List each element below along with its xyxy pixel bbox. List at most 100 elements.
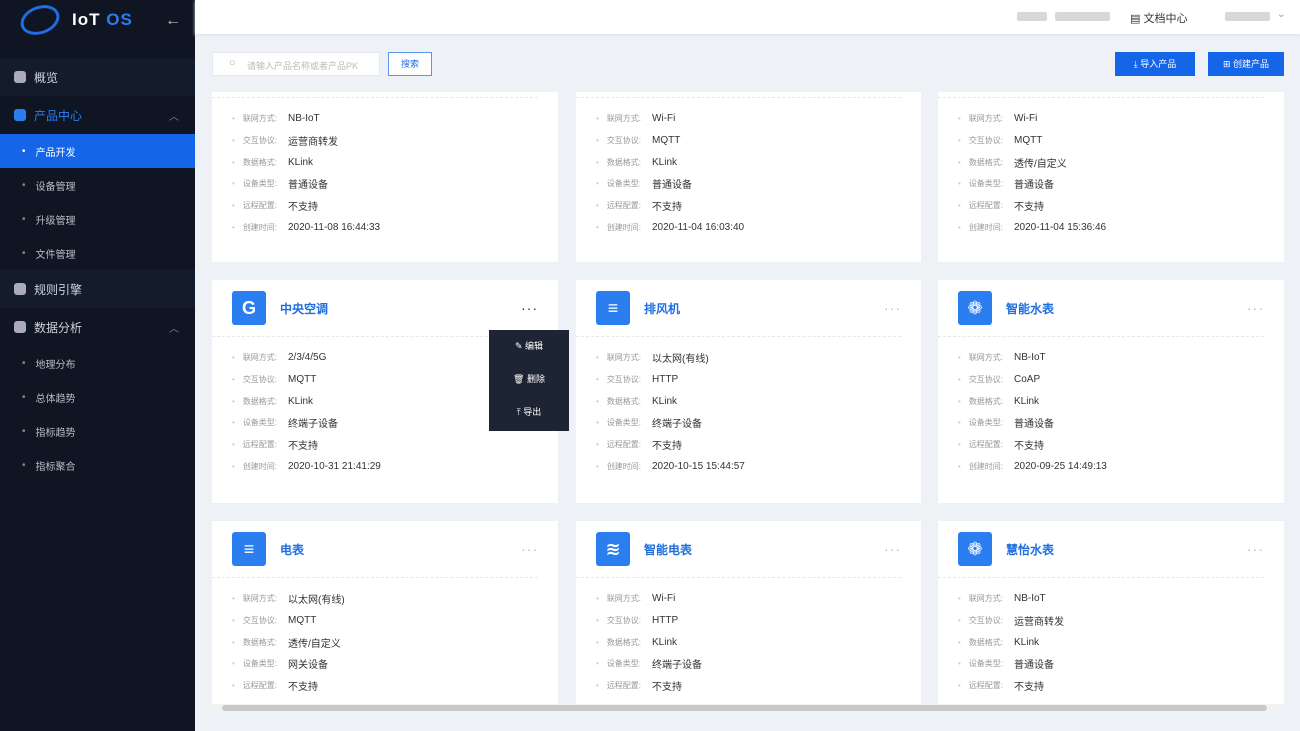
apps-icon — [14, 109, 26, 121]
product-card[interactable]: 联网方式:NB-IoT交互协议:运营商转发数据格式:KLink设备类型:普通设备… — [212, 92, 558, 262]
search-input[interactable]: 请输入产品名称或者产品PK — [212, 52, 380, 76]
product-card[interactable]: ❁智能水表···联网方式:NB-IoT交互协议:CoAP数据格式:KLink设备… — [938, 280, 1284, 503]
import-product-button[interactable]: ⤓ 导入产品 — [1115, 52, 1195, 76]
attribute-label: 远程配置: — [958, 439, 1014, 450]
product-card[interactable]: 联网方式:Wi-Fi交互协议:MQTT数据格式:透传/自定义设备类型:普通设备远… — [938, 92, 1284, 262]
product-name[interactable]: 电表 — [280, 542, 305, 557]
pie-chart-icon — [14, 71, 26, 83]
attribute-label: 远程配置: — [232, 680, 288, 691]
more-icon[interactable]: ··· — [1247, 541, 1264, 557]
attribute-label: 远程配置: — [596, 439, 652, 450]
attribute-value: 不支持 — [652, 441, 682, 453]
attribute-value: KLink — [1014, 636, 1040, 648]
docs-link[interactable]: ▤ 文档中心 — [1130, 13, 1188, 25]
attribute-label: 设备类型: — [596, 178, 652, 189]
attribute-label: 创建时间: — [232, 461, 288, 472]
product-name[interactable]: 中央空调 — [280, 301, 329, 316]
product-card[interactable]: 联网方式:Wi-Fi交互协议:MQTT数据格式:KLink设备类型:普通设备远程… — [576, 92, 921, 262]
sidebar-item-label: 总体趋势 — [35, 393, 76, 405]
attribute-value: 普通设备 — [652, 180, 692, 192]
create-product-button[interactable]: ⊞ 创建产品 — [1208, 52, 1284, 76]
attribute-label: 数据格式: — [232, 157, 288, 168]
scrollbar-thumb[interactable] — [222, 705, 1267, 711]
product-attribute: 设备类型:普通设备 — [232, 173, 328, 195]
product-attribute: 数据格式:KLink — [232, 390, 313, 412]
sidebar-item[interactable]: 升级管理 — [0, 202, 195, 236]
logo-text-os: OS — [106, 10, 133, 29]
product-name[interactable]: 慧怡水表 — [1006, 542, 1055, 557]
sidebar-item[interactable]: 产品开发 — [0, 134, 195, 168]
product-card[interactable]: ≋智能电表···联网方式:Wi-Fi交互协议:HTTP数据格式:KLink设备类… — [576, 521, 921, 711]
search-button[interactable]: 搜索 — [388, 52, 432, 76]
more-icon[interactable]: ··· — [884, 541, 901, 557]
product-card[interactable]: ≡电表···联网方式:以太网(有线)交互协议:MQTT数据格式:透传/自定义设备… — [212, 521, 558, 711]
product-card[interactable]: G中央空调···联网方式:2/3/4/5G交互协议:MQTT数据格式:KLink… — [212, 280, 558, 503]
menu-item-edit[interactable]: ✎ 编辑 — [514, 341, 544, 351]
sidebar-item-label: 文件管理 — [35, 249, 76, 261]
sidebar-item[interactable]: 指标趋势 — [0, 414, 195, 448]
product-attribute: 数据格式:透传/自定义 — [958, 151, 1067, 173]
attribute-label: 远程配置: — [596, 200, 652, 211]
horizontal-scrollbar[interactable] — [212, 704, 1284, 712]
attribute-value: Wi-Fi — [652, 113, 676, 125]
attribute-value: 不支持 — [1014, 202, 1044, 214]
product-card[interactable]: ≡排风机···联网方式:以太网(有线)交互协议:HTTP数据格式:KLink设备… — [576, 280, 921, 503]
product-attribute: 创建时间:2020-11-04 15:36:46 — [958, 216, 1106, 238]
attribute-value: KLink — [288, 395, 314, 407]
sidebar-item[interactable]: 设备管理 — [0, 168, 195, 202]
product-icon: ❁ — [958, 291, 992, 325]
product-attribute: 设备类型:普通设备 — [958, 653, 1054, 675]
product-attribute: 远程配置:不支持 — [958, 195, 1044, 217]
product-name[interactable]: 智能电表 — [644, 542, 693, 557]
attribute-value: 不支持 — [1014, 682, 1044, 694]
import-label: 导入产品 — [1140, 59, 1177, 69]
sidebar-item[interactable]: 产品中心 ︿ — [0, 96, 195, 134]
product-attribute: 设备类型:网关设备 — [232, 653, 328, 675]
attribute-label: 联网方式: — [232, 352, 288, 363]
product-attribute: 数据格式:透传/自定义 — [232, 631, 341, 653]
sidebar-item[interactable]: 文件管理 — [0, 236, 195, 270]
blurred-user-info — [1017, 12, 1047, 21]
product-attribute: 数据格式:KLink — [596, 390, 677, 412]
sidebar-item[interactable]: 地理分布 — [0, 346, 195, 380]
attribute-label: 交互协议: — [596, 374, 652, 385]
product-attribute: 数据格式:KLink — [958, 390, 1039, 412]
attribute-label: 设备类型: — [232, 417, 288, 428]
product-name[interactable]: 智能水表 — [1006, 301, 1055, 316]
attribute-value: 2020-10-15 15:44:57 — [652, 460, 745, 472]
attribute-value: 普通设备 — [1014, 180, 1054, 192]
more-icon[interactable]: ··· — [884, 300, 901, 316]
sidebar-item-label: 升级管理 — [35, 215, 76, 227]
attribute-label: 交互协议: — [958, 374, 1014, 385]
attribute-label: 远程配置: — [596, 680, 652, 691]
attribute-value: 以太网(有线) — [652, 354, 709, 366]
sidebar-item[interactable]: 总体趋势 — [0, 380, 195, 414]
sidebar-item[interactable]: 规则引擎 — [0, 270, 195, 308]
product-attribute: 远程配置:不支持 — [958, 434, 1044, 456]
more-icon[interactable]: ··· — [521, 300, 538, 316]
menu-item-export[interactable]: ⤒ 导出 — [516, 407, 542, 417]
product-attribute: 远程配置:不支持 — [596, 675, 682, 697]
attribute-value: Wi-Fi — [652, 593, 676, 605]
collapse-arrow-icon[interactable]: ← — [165, 12, 181, 29]
product-name[interactable]: 排风机 — [644, 301, 681, 316]
more-icon[interactable]: ··· — [1247, 300, 1264, 316]
attribute-label: 设备类型: — [958, 178, 1014, 189]
menu-item-delete[interactable]: 🗑 删除 — [513, 374, 545, 384]
user-menu[interactable] — [1225, 12, 1270, 21]
attribute-label: 交互协议: — [232, 615, 288, 626]
product-card[interactable]: ❁慧怡水表···联网方式:NB-IoT交互协议:运营商转发数据格式:KLink设… — [938, 521, 1284, 711]
more-icon[interactable]: ··· — [521, 541, 538, 557]
sidebar-item[interactable]: 指标聚合 — [0, 448, 195, 482]
chevron-down-icon[interactable]: ⌄ — [1277, 9, 1286, 20]
sidebar-item-label: 指标聚合 — [35, 461, 76, 473]
attribute-label: 数据格式: — [596, 637, 652, 648]
attribute-label: 联网方式: — [232, 113, 288, 124]
product-attribute: 数据格式:KLink — [596, 151, 677, 173]
sidebar-item[interactable]: 数据分析 ︿ — [0, 308, 195, 346]
menu-label: 导出 — [523, 407, 542, 417]
product-icon: G — [232, 291, 266, 325]
attribute-label: 数据格式: — [958, 396, 1014, 407]
sidebar-item[interactable]: 概览 — [0, 58, 195, 96]
